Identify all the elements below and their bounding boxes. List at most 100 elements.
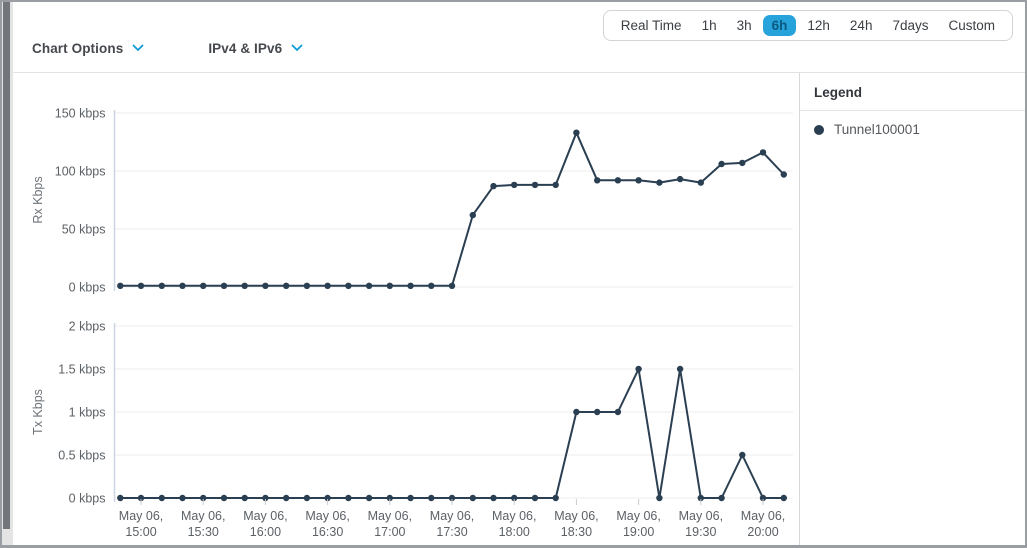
data-point[interactable] xyxy=(137,282,145,289)
data-point[interactable] xyxy=(531,181,539,189)
data-point[interactable] xyxy=(511,494,518,502)
data-point[interactable] xyxy=(511,181,518,189)
time-range-custom[interactable]: Custom xyxy=(939,15,1004,37)
data-point[interactable] xyxy=(469,494,476,502)
data-point[interactable] xyxy=(241,494,248,502)
data-point[interactable] xyxy=(656,494,663,502)
data-point[interactable] xyxy=(697,494,704,502)
data-point[interactable] xyxy=(365,494,373,502)
data-point[interactable] xyxy=(283,494,290,502)
data-point[interactable] xyxy=(158,282,165,289)
data-point[interactable] xyxy=(283,282,290,289)
time-range-24h[interactable]: 24h xyxy=(841,15,882,37)
data-point[interactable] xyxy=(739,451,746,459)
data-point[interactable] xyxy=(179,282,186,289)
data-point[interactable] xyxy=(635,177,642,184)
data-point[interactable] xyxy=(614,177,622,184)
data-point[interactable] xyxy=(303,494,311,502)
tx-chart[interactable]: 2 kbps 1.5 kbps 1 kbps 0.5 kbps 0 kbps Tx Kbp… xyxy=(15,307,799,546)
legend-panel: Legend Tunnel100001 xyxy=(800,73,1025,545)
scrollbar-thumb[interactable] xyxy=(3,2,10,529)
x-tick-label-time: 17:30 xyxy=(436,525,467,539)
data-point[interactable] xyxy=(345,494,352,502)
chart-options-dropdown[interactable]: Chart Options xyxy=(32,39,144,57)
data-point[interactable] xyxy=(345,282,352,289)
rx-chart[interactable]: 150 kbps 100 kbps 50 kbps 0 kbps Rx Kbps xyxy=(15,73,799,307)
x-tick-label-time: 19:00 xyxy=(623,525,654,539)
data-point[interactable] xyxy=(200,282,207,289)
data-point[interactable] xyxy=(220,282,228,289)
data-point[interactable] xyxy=(635,365,642,373)
data-point[interactable] xyxy=(117,282,124,289)
data-point[interactable] xyxy=(490,182,497,190)
x-tick-label-date: May 06, xyxy=(368,509,412,523)
legend-item-label: Tunnel100001 xyxy=(834,122,920,137)
x-tick-label-date: May 06, xyxy=(492,509,536,523)
time-range-7days[interactable]: 7days xyxy=(883,15,937,37)
data-point[interactable] xyxy=(531,494,539,502)
y-tick-label: 1.5 kbps xyxy=(58,363,105,377)
y-tick-label: 150 kbps xyxy=(55,107,106,121)
y-tick-label: 2 kbps xyxy=(69,320,106,334)
vertical-scrollbar[interactable] xyxy=(2,2,13,545)
time-range-6h[interactable]: 6h xyxy=(762,14,797,37)
x-tick-label-date: May 06, xyxy=(305,509,349,523)
x-tick-label-time: 18:00 xyxy=(499,525,530,539)
data-point[interactable] xyxy=(614,408,622,416)
data-point[interactable] xyxy=(469,211,476,219)
data-point[interactable] xyxy=(739,159,746,167)
data-point[interactable] xyxy=(428,282,435,289)
x-tick-label-time: 18:30 xyxy=(561,525,592,539)
data-point[interactable] xyxy=(262,494,269,502)
x-tick-label-time: 16:30 xyxy=(312,525,343,539)
data-point[interactable] xyxy=(697,179,704,186)
data-point[interactable] xyxy=(407,282,414,289)
data-point[interactable] xyxy=(324,282,331,289)
data-point[interactable] xyxy=(759,494,767,502)
data-point[interactable] xyxy=(407,494,414,502)
data-point[interactable] xyxy=(656,179,663,186)
data-point[interactable] xyxy=(200,494,207,502)
data-point[interactable] xyxy=(676,365,684,373)
legend-item[interactable]: Tunnel100001 xyxy=(800,111,1025,148)
data-point[interactable] xyxy=(386,494,393,502)
data-point[interactable] xyxy=(552,181,559,189)
data-point[interactable] xyxy=(179,494,186,502)
time-range-3h[interactable]: 3h xyxy=(728,15,761,37)
x-tick-label-time: 20:00 xyxy=(747,525,778,539)
time-range-12h[interactable]: 12h xyxy=(798,15,839,37)
data-point[interactable] xyxy=(573,129,580,136)
data-point[interactable] xyxy=(718,494,725,502)
data-point[interactable] xyxy=(780,494,787,502)
ip-version-dropdown[interactable]: IPv4 & IPv6 xyxy=(208,39,303,57)
data-point[interactable] xyxy=(780,171,787,178)
data-point[interactable] xyxy=(158,494,165,502)
x-tick-label-time: 16:00 xyxy=(250,525,281,539)
x-tick-label-date: May 06, xyxy=(616,509,660,523)
data-point[interactable] xyxy=(759,149,767,156)
data-point[interactable] xyxy=(117,494,124,502)
data-point[interactable] xyxy=(718,160,725,168)
x-tick-label-date: May 06, xyxy=(741,509,785,523)
data-point[interactable] xyxy=(676,175,684,183)
y-axis-title: Rx Kbps xyxy=(31,176,45,223)
data-point[interactable] xyxy=(137,494,145,502)
data-point[interactable] xyxy=(448,494,456,502)
x-tick-label-date: May 06, xyxy=(430,509,474,523)
data-point[interactable] xyxy=(448,282,456,289)
data-point[interactable] xyxy=(490,494,497,502)
time-range-real-time[interactable]: Real Time xyxy=(612,15,691,37)
data-point[interactable] xyxy=(428,494,435,502)
data-point[interactable] xyxy=(241,282,248,289)
data-point[interactable] xyxy=(324,494,331,502)
data-point[interactable] xyxy=(594,177,601,184)
data-point[interactable] xyxy=(365,282,373,289)
data-point[interactable] xyxy=(220,494,228,502)
data-point[interactable] xyxy=(386,282,393,289)
data-point[interactable] xyxy=(303,282,311,289)
data-point[interactable] xyxy=(262,282,269,289)
data-point[interactable] xyxy=(573,408,580,416)
time-range-1h[interactable]: 1h xyxy=(693,15,726,37)
data-point[interactable] xyxy=(594,408,601,416)
data-point[interactable] xyxy=(552,494,559,502)
